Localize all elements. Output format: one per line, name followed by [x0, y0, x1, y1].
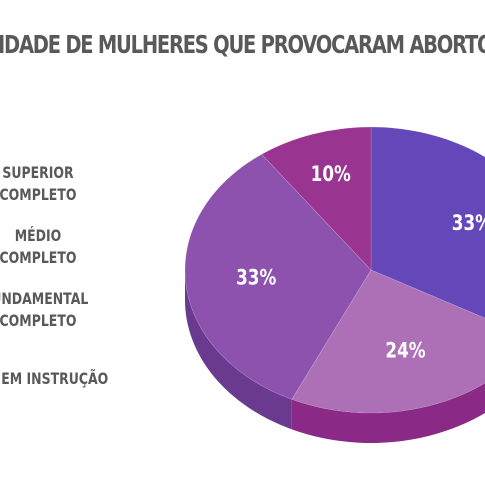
legend-label-fundamental: UNDAMENTAL COMPLETO	[0, 289, 89, 330]
pie-slice-3	[261, 126, 372, 271]
data-label-3: 10%	[311, 162, 351, 186]
data-label-2: 33%	[236, 266, 276, 290]
legend-label-sem-instrucao: EM INSTRUÇÃO	[1, 369, 109, 388]
pie-side-1	[291, 382, 485, 443]
pie-side-2	[185, 270, 292, 430]
legend-label-superior: SUPERIOR COMPLETO	[0, 163, 77, 204]
pie-side-walls	[185, 270, 485, 443]
data-label-0: 33%	[452, 211, 485, 235]
pie-slice-2	[184, 153, 372, 400]
legend-label-medio: MÉDIO COMPLETO	[0, 226, 77, 267]
pie-slice-0	[370, 126, 485, 319]
data-label-1: 24%	[385, 339, 425, 363]
pie-slice-1	[291, 269, 485, 414]
